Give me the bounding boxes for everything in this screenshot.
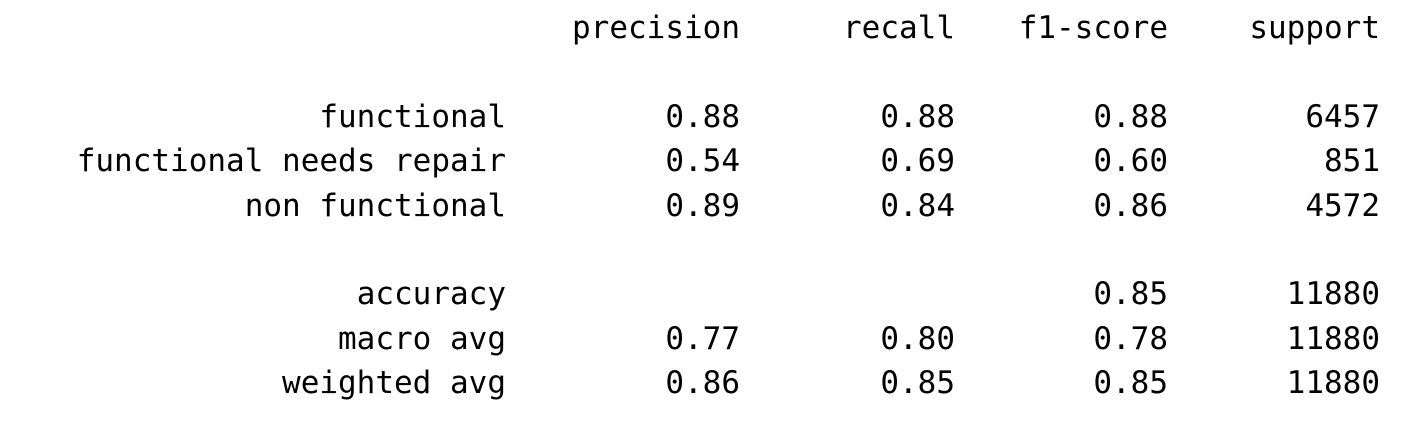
class-row-non-functional: non functional 0.89 0.84 0.86 4572 xyxy=(0,184,1410,228)
class-row-functional-needs-repair: functional needs repair 0.54 0.69 0.60 8… xyxy=(0,139,1410,183)
header-precision: precision xyxy=(572,10,740,46)
f1-score-value: 0.88 xyxy=(1093,99,1168,135)
row-label: functional xyxy=(319,99,506,135)
precision-value: 0.89 xyxy=(665,188,740,224)
f1-score-value: 0.60 xyxy=(1093,143,1168,179)
header-support: support xyxy=(1249,10,1380,46)
recall-value: 0.84 xyxy=(880,188,955,224)
support-value: 11880 xyxy=(1286,365,1380,401)
recall-value: 0.69 xyxy=(880,143,955,179)
summary-row-weighted-avg: weighted avg 0.86 0.85 0.85 11880 xyxy=(0,361,1410,405)
row-label: functional needs repair xyxy=(76,143,506,179)
summary-row-accuracy: accuracy 0.85 11880 xyxy=(0,272,1410,316)
precision-value: 0.54 xyxy=(665,143,740,179)
summary-row-macro-avg: macro avg 0.77 0.80 0.78 11880 xyxy=(0,317,1410,361)
f1-score-value: 0.85 xyxy=(1093,365,1168,401)
precision-value: 0.77 xyxy=(665,321,740,357)
header-recall: recall xyxy=(843,10,955,46)
precision-value: 0.88 xyxy=(665,99,740,135)
class-row-functional: functional 0.88 0.88 0.88 6457 xyxy=(0,95,1410,139)
support-value: 11880 xyxy=(1286,321,1380,357)
f1-score-value: 0.85 xyxy=(1093,276,1168,312)
recall-value: 0.85 xyxy=(880,365,955,401)
support-value: 4572 xyxy=(1305,188,1380,224)
row-label: non functional xyxy=(244,188,506,224)
header-row: precision recall f1-score support xyxy=(0,6,1410,50)
row-label: accuracy xyxy=(356,276,506,312)
f1-score-value: 0.86 xyxy=(1093,188,1168,224)
row-label: macro avg xyxy=(338,321,506,357)
support-value: 11880 xyxy=(1286,276,1380,312)
header-f1-score: f1-score xyxy=(1018,10,1168,46)
support-value: 6457 xyxy=(1305,99,1380,135)
precision-value: 0.86 xyxy=(665,365,740,401)
support-value: 851 xyxy=(1324,143,1380,179)
row-label: weighted avg xyxy=(282,365,506,401)
recall-value: 0.88 xyxy=(880,99,955,135)
recall-value: 0.80 xyxy=(880,321,955,357)
f1-score-value: 0.78 xyxy=(1093,321,1168,357)
